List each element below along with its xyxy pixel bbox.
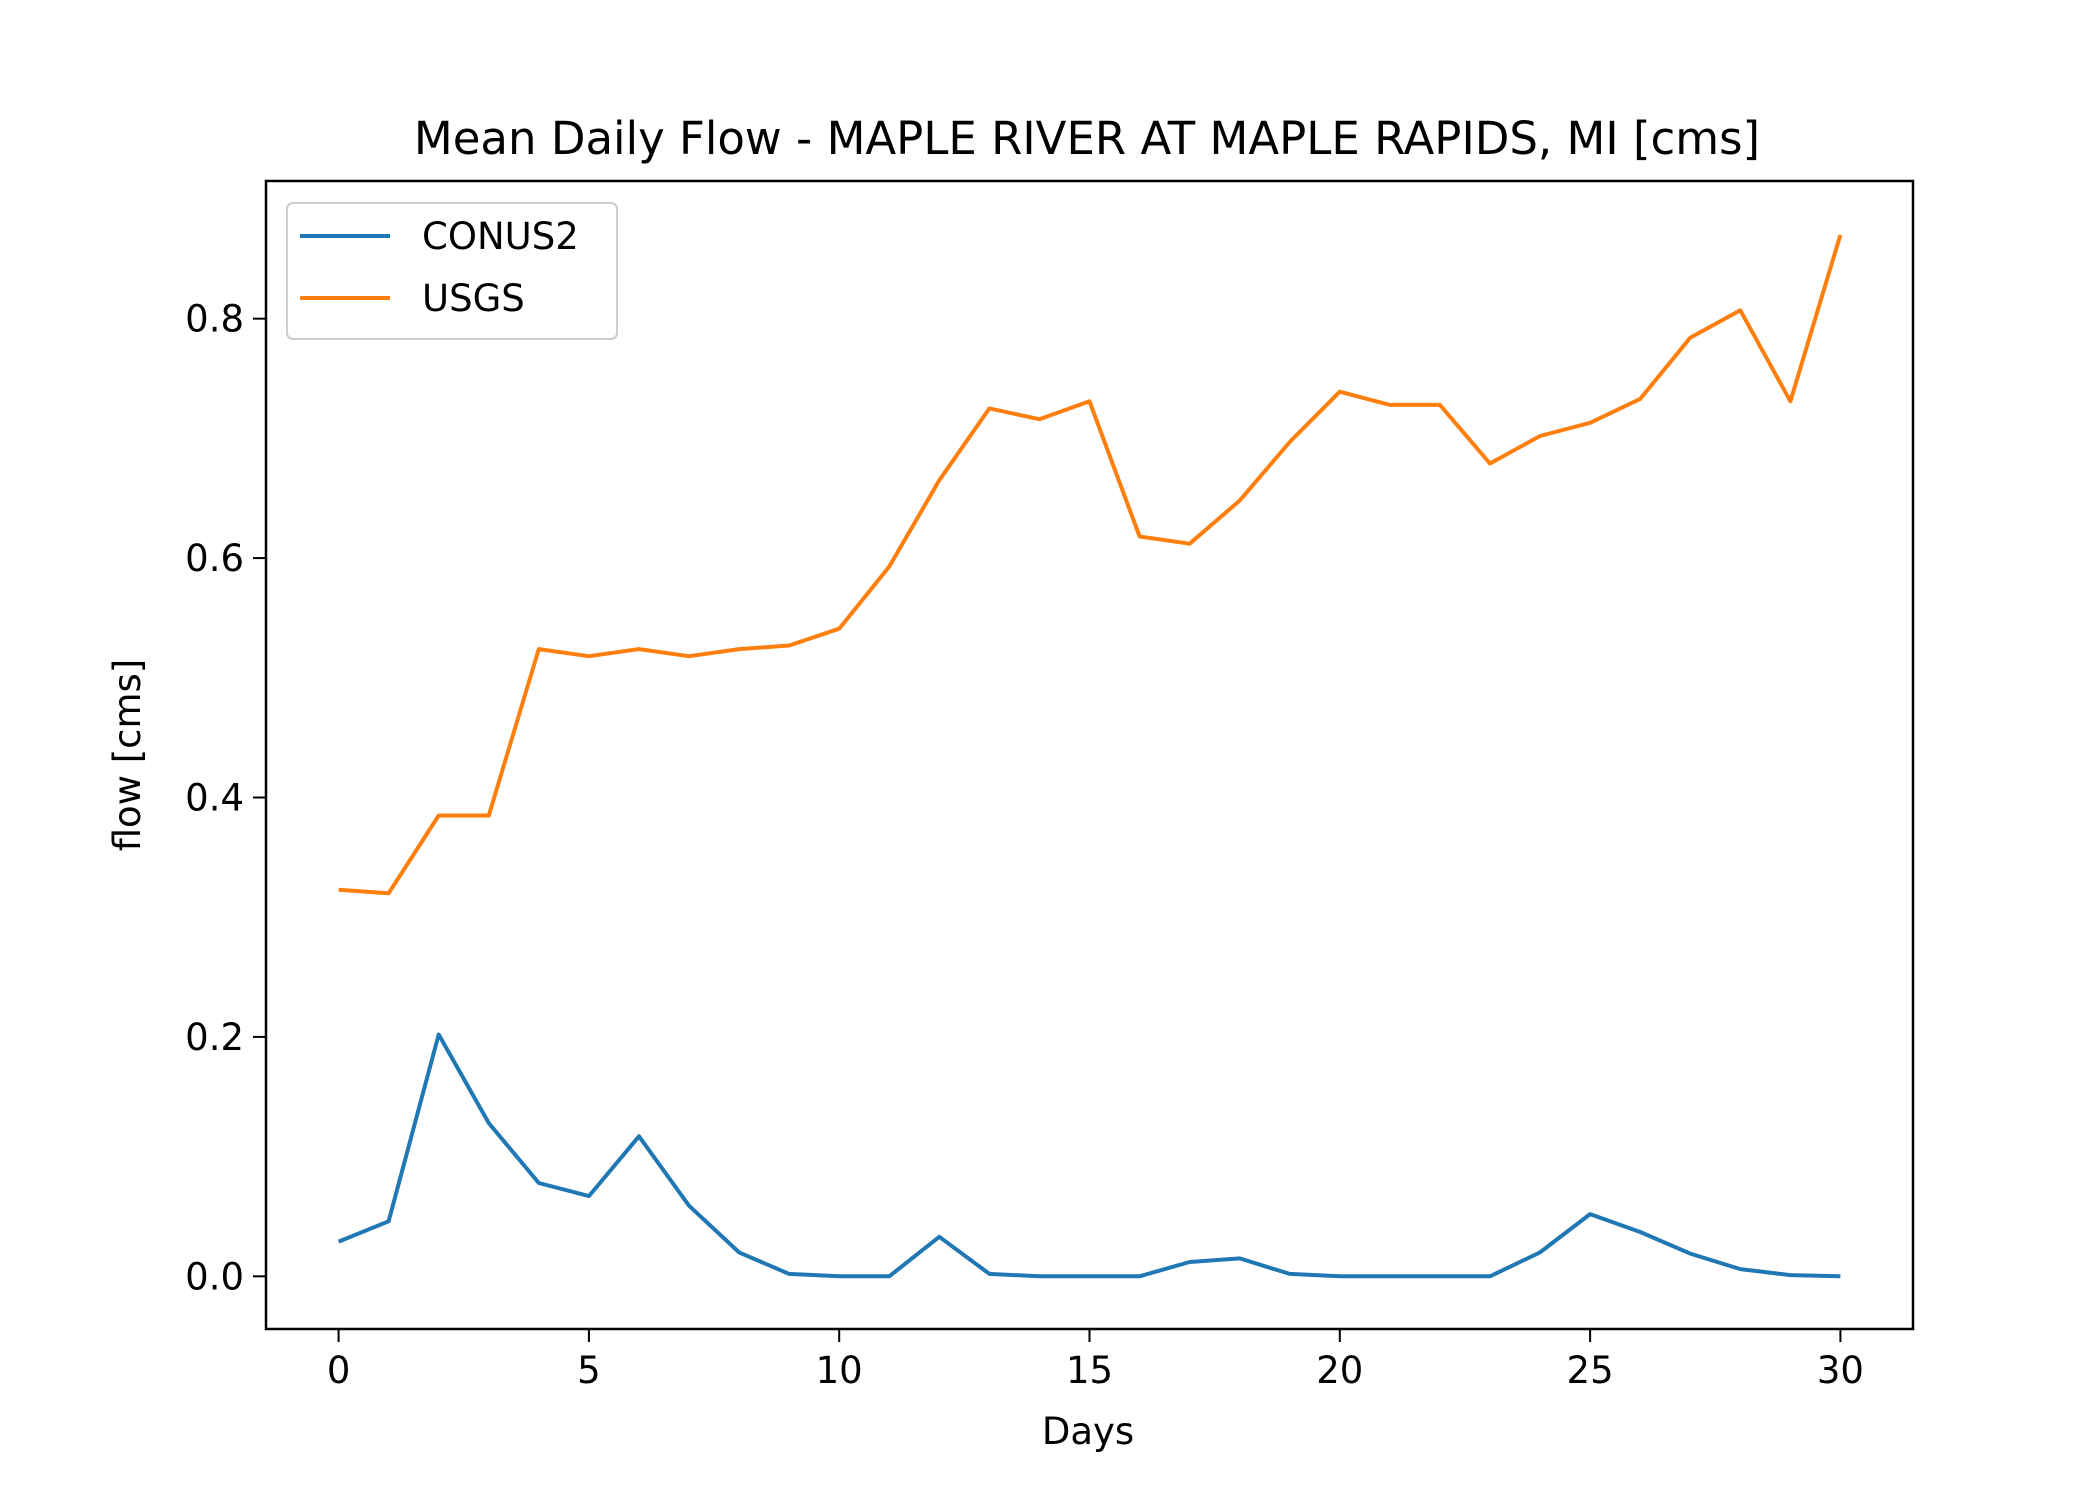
plot-frame: [264, 179, 1915, 1331]
y-axis-label: flow [cms]: [106, 659, 149, 852]
legend-label-conus2: CONUS2: [422, 215, 579, 258]
ticks-layer: 0 5 10 15 20 25 30 0.0 0.2 0.4 0.6 0.8: [185, 298, 1864, 1392]
x-tick-label: 20: [1316, 1349, 1363, 1392]
legend-label-usgs: USGS: [422, 277, 525, 320]
x-tick-label: 30: [1817, 1349, 1864, 1392]
y-tick-label: 0.2: [185, 1016, 244, 1059]
y-tick-label: 0.4: [185, 776, 244, 819]
series-line-usgs: [338, 234, 1843, 896]
legend: CONUS2 USGS: [286, 202, 618, 340]
x-axis-label: Days: [1042, 1410, 1134, 1453]
y-tick-label: 0.0: [185, 1255, 244, 1298]
series-line-conus2: [337, 1032, 1841, 1279]
chart-title: Mean Daily Flow - MAPLE RIVER AT MAPLE R…: [414, 112, 1760, 165]
y-tick-label: 0.6: [185, 537, 244, 580]
series-lines: [337, 234, 1843, 1279]
y-tick-label: 0.8: [185, 298, 244, 341]
x-tick-label: 5: [577, 1349, 601, 1392]
x-tick-label: 15: [1066, 1349, 1113, 1392]
x-tick-label: 0: [327, 1349, 351, 1392]
x-tick-label: 25: [1567, 1349, 1614, 1392]
x-tick-label: 10: [816, 1349, 863, 1392]
